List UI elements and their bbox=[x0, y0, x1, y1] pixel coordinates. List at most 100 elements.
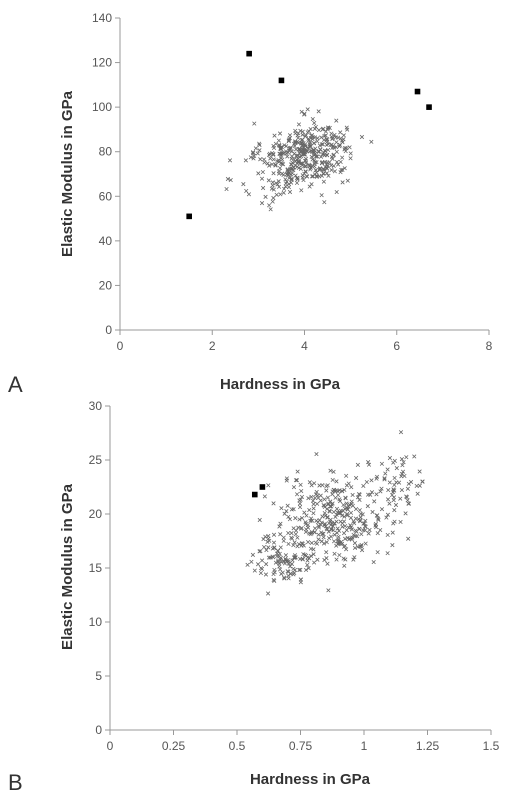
cloud-point bbox=[334, 140, 339, 145]
x-tick-label: 8 bbox=[486, 339, 493, 353]
cloud-point bbox=[303, 156, 308, 161]
cloud-point bbox=[281, 190, 286, 195]
cloud-point bbox=[369, 139, 374, 144]
cloud-point bbox=[278, 532, 283, 537]
cloud-point bbox=[303, 169, 308, 174]
cloud-point bbox=[399, 457, 404, 462]
cloud-point bbox=[266, 545, 271, 550]
cloud-point bbox=[321, 503, 326, 508]
cloud-point bbox=[385, 497, 391, 502]
highlight-point bbox=[246, 50, 252, 57]
highlight-markers-a bbox=[186, 50, 432, 220]
cloud-point bbox=[378, 489, 383, 494]
cloud-point bbox=[382, 476, 387, 481]
cloud-point bbox=[348, 510, 354, 515]
cloud-point bbox=[286, 138, 291, 143]
cloud-point bbox=[272, 133, 277, 138]
cloud-point bbox=[359, 548, 365, 553]
cloud-point bbox=[406, 536, 411, 541]
cloud-point bbox=[330, 477, 335, 483]
cloud-point bbox=[392, 482, 397, 488]
cloud-point bbox=[319, 161, 324, 166]
panel-label-a: A bbox=[8, 372, 23, 397]
cloud-point bbox=[334, 543, 339, 548]
cloud-point bbox=[275, 554, 280, 559]
cloud-point bbox=[334, 189, 339, 195]
cloud-point bbox=[336, 534, 341, 539]
cloud-point bbox=[319, 135, 324, 140]
cloud-point bbox=[331, 153, 336, 158]
cloud-point bbox=[334, 479, 339, 484]
cloud-point bbox=[365, 504, 370, 509]
cloud-point bbox=[278, 557, 283, 562]
cloud-point bbox=[352, 555, 357, 560]
cloud-point bbox=[379, 486, 384, 491]
cloud-point bbox=[357, 497, 362, 503]
cloud-point bbox=[299, 494, 305, 500]
cloud-point bbox=[321, 541, 327, 546]
cloud-point bbox=[379, 461, 384, 466]
cloud-point bbox=[296, 525, 301, 530]
cloud-point bbox=[337, 510, 342, 515]
cloud-point bbox=[393, 502, 399, 508]
cloud-point bbox=[228, 178, 233, 183]
cloud-point bbox=[310, 136, 315, 142]
cloud-point bbox=[326, 588, 331, 593]
cloud-point bbox=[271, 501, 276, 506]
cloud-point bbox=[357, 508, 362, 513]
cloud-point bbox=[321, 167, 326, 172]
cloud-point bbox=[299, 109, 304, 114]
cloud-point bbox=[284, 509, 289, 514]
cloud-point bbox=[351, 532, 356, 537]
cloud-point bbox=[286, 514, 291, 519]
panel-b: 0 0.25 0.5 0.75 1 1.25 1.5 0 5 10 15 20 25 30 Hardne… bbox=[8, 399, 500, 795]
cloud-point bbox=[308, 532, 313, 537]
x-tick-label: 0.25 bbox=[162, 739, 186, 753]
cloud-point bbox=[267, 152, 272, 158]
cloud-point bbox=[320, 483, 325, 488]
cloud-point bbox=[406, 481, 411, 486]
cloud-point bbox=[286, 171, 291, 176]
cloud-point bbox=[263, 572, 269, 577]
cloud-point bbox=[361, 483, 366, 488]
cloud-point bbox=[283, 149, 289, 154]
cloud-point bbox=[295, 175, 300, 180]
cloud-point bbox=[257, 142, 262, 148]
cloud-point bbox=[392, 475, 397, 481]
cloud-point bbox=[286, 185, 292, 190]
cloud-point bbox=[354, 475, 359, 481]
cloud-point bbox=[347, 145, 352, 150]
cloud-point bbox=[307, 507, 312, 513]
cloud-point bbox=[371, 560, 376, 565]
cloud-point bbox=[353, 533, 358, 539]
cloud-point bbox=[334, 149, 339, 154]
cloud-point bbox=[315, 501, 320, 506]
cloud-point bbox=[345, 513, 350, 518]
cloud-point bbox=[306, 496, 311, 501]
cloud-point bbox=[249, 559, 254, 564]
cloud-point bbox=[363, 541, 368, 546]
cloud-point bbox=[277, 165, 283, 171]
y-tick-label: 100 bbox=[92, 100, 112, 114]
cloud-point bbox=[383, 471, 388, 476]
cloud-point bbox=[304, 553, 309, 558]
cloud-point bbox=[271, 195, 276, 201]
cloud-point bbox=[315, 139, 320, 144]
highlight-point bbox=[278, 77, 285, 84]
cloud-point bbox=[283, 181, 289, 186]
cloud-point bbox=[273, 163, 278, 168]
cloud-point bbox=[318, 147, 323, 152]
cloud-point bbox=[330, 136, 335, 141]
cloud-point bbox=[296, 165, 301, 171]
cloud-point bbox=[262, 544, 267, 550]
cloud-point bbox=[316, 128, 322, 133]
cloud-point bbox=[382, 477, 387, 482]
cloud-point bbox=[311, 141, 317, 146]
cloud-point bbox=[321, 150, 326, 155]
highlight-markers-b bbox=[251, 484, 266, 498]
cloud-point bbox=[296, 160, 301, 165]
cloud-point bbox=[405, 486, 410, 491]
cloud-point bbox=[315, 154, 320, 159]
cloud-point bbox=[288, 166, 293, 171]
cloud-point bbox=[342, 543, 348, 548]
